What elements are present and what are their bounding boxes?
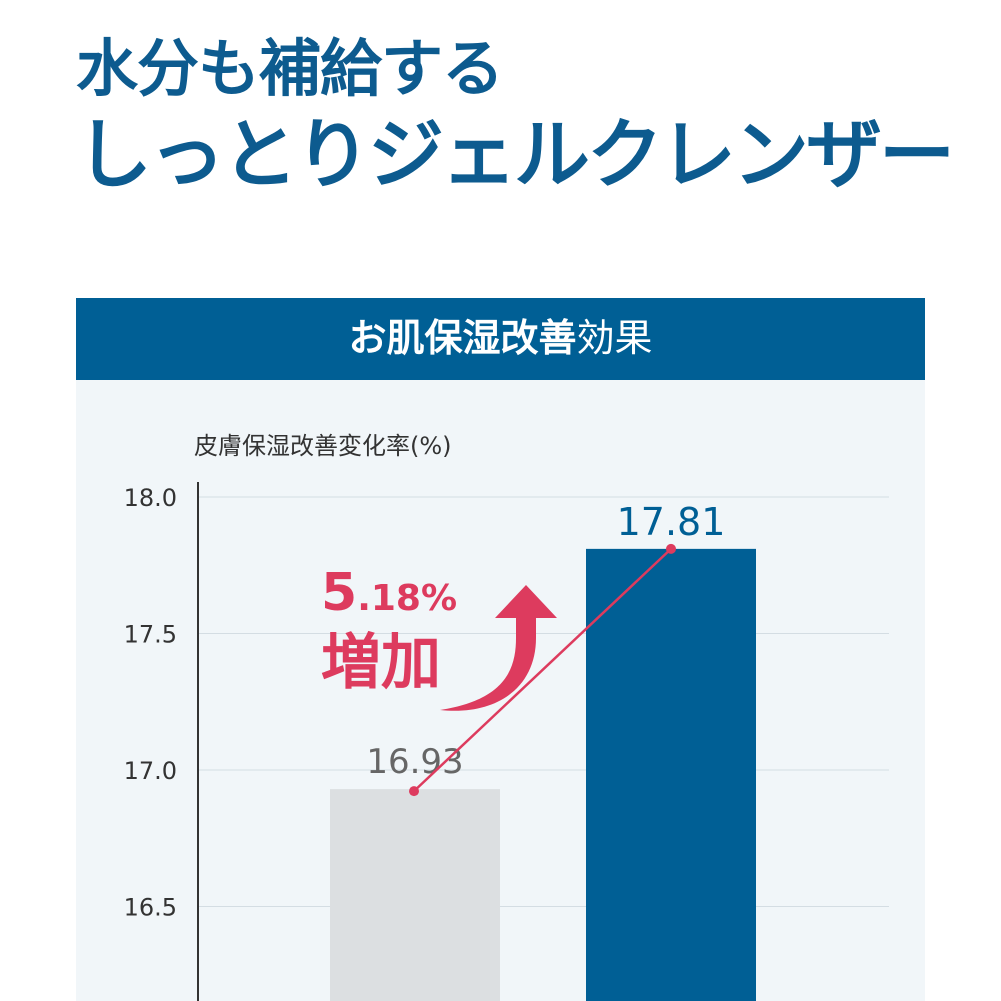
panel-title-bold: お肌保湿改善 — [348, 316, 577, 360]
trend-point-0 — [409, 786, 419, 797]
y-tick-label-0: 18.0 — [124, 484, 177, 512]
headline-line-1: 水分も補給する — [76, 32, 504, 105]
data-label-1: 17.81 — [617, 500, 726, 544]
bar-0 — [330, 789, 500, 1001]
chart-svg: 皮膚保湿改善変化率(%) 18.0 17.5 17.0 16.5 16.93 17.81 5.… — [124, 432, 889, 1001]
y-tick-label-3: 16.5 — [124, 894, 177, 922]
y-tick-label-2: 17.0 — [124, 757, 177, 785]
annotation-label: 増加 — [321, 628, 441, 698]
trend-point-1 — [666, 543, 676, 554]
data-label-0: 16.93 — [366, 742, 463, 782]
y-axis-title: 皮膚保湿改善変化率(%) — [194, 432, 452, 460]
increase-arrow-icon — [440, 585, 557, 711]
panel-title: お肌保湿改善効果 — [76, 298, 925, 380]
chart-panel: お肌保湿改善効果 皮膚保湿改善変化率(%) 18.0 17.5 17.0 16.5 16.… — [76, 298, 925, 1001]
panel-title-rest: 効果 — [576, 316, 653, 360]
headline-line-2: しっとりジェルクレンザー — [76, 110, 955, 199]
annotation-value: 5.18% — [321, 563, 457, 623]
headline: 水分も補給する しっとりジェルクレンザー — [76, 26, 955, 199]
bar-1 — [586, 548, 756, 1001]
y-tick-label-1: 17.5 — [124, 621, 177, 649]
trend-line — [413, 547, 672, 793]
